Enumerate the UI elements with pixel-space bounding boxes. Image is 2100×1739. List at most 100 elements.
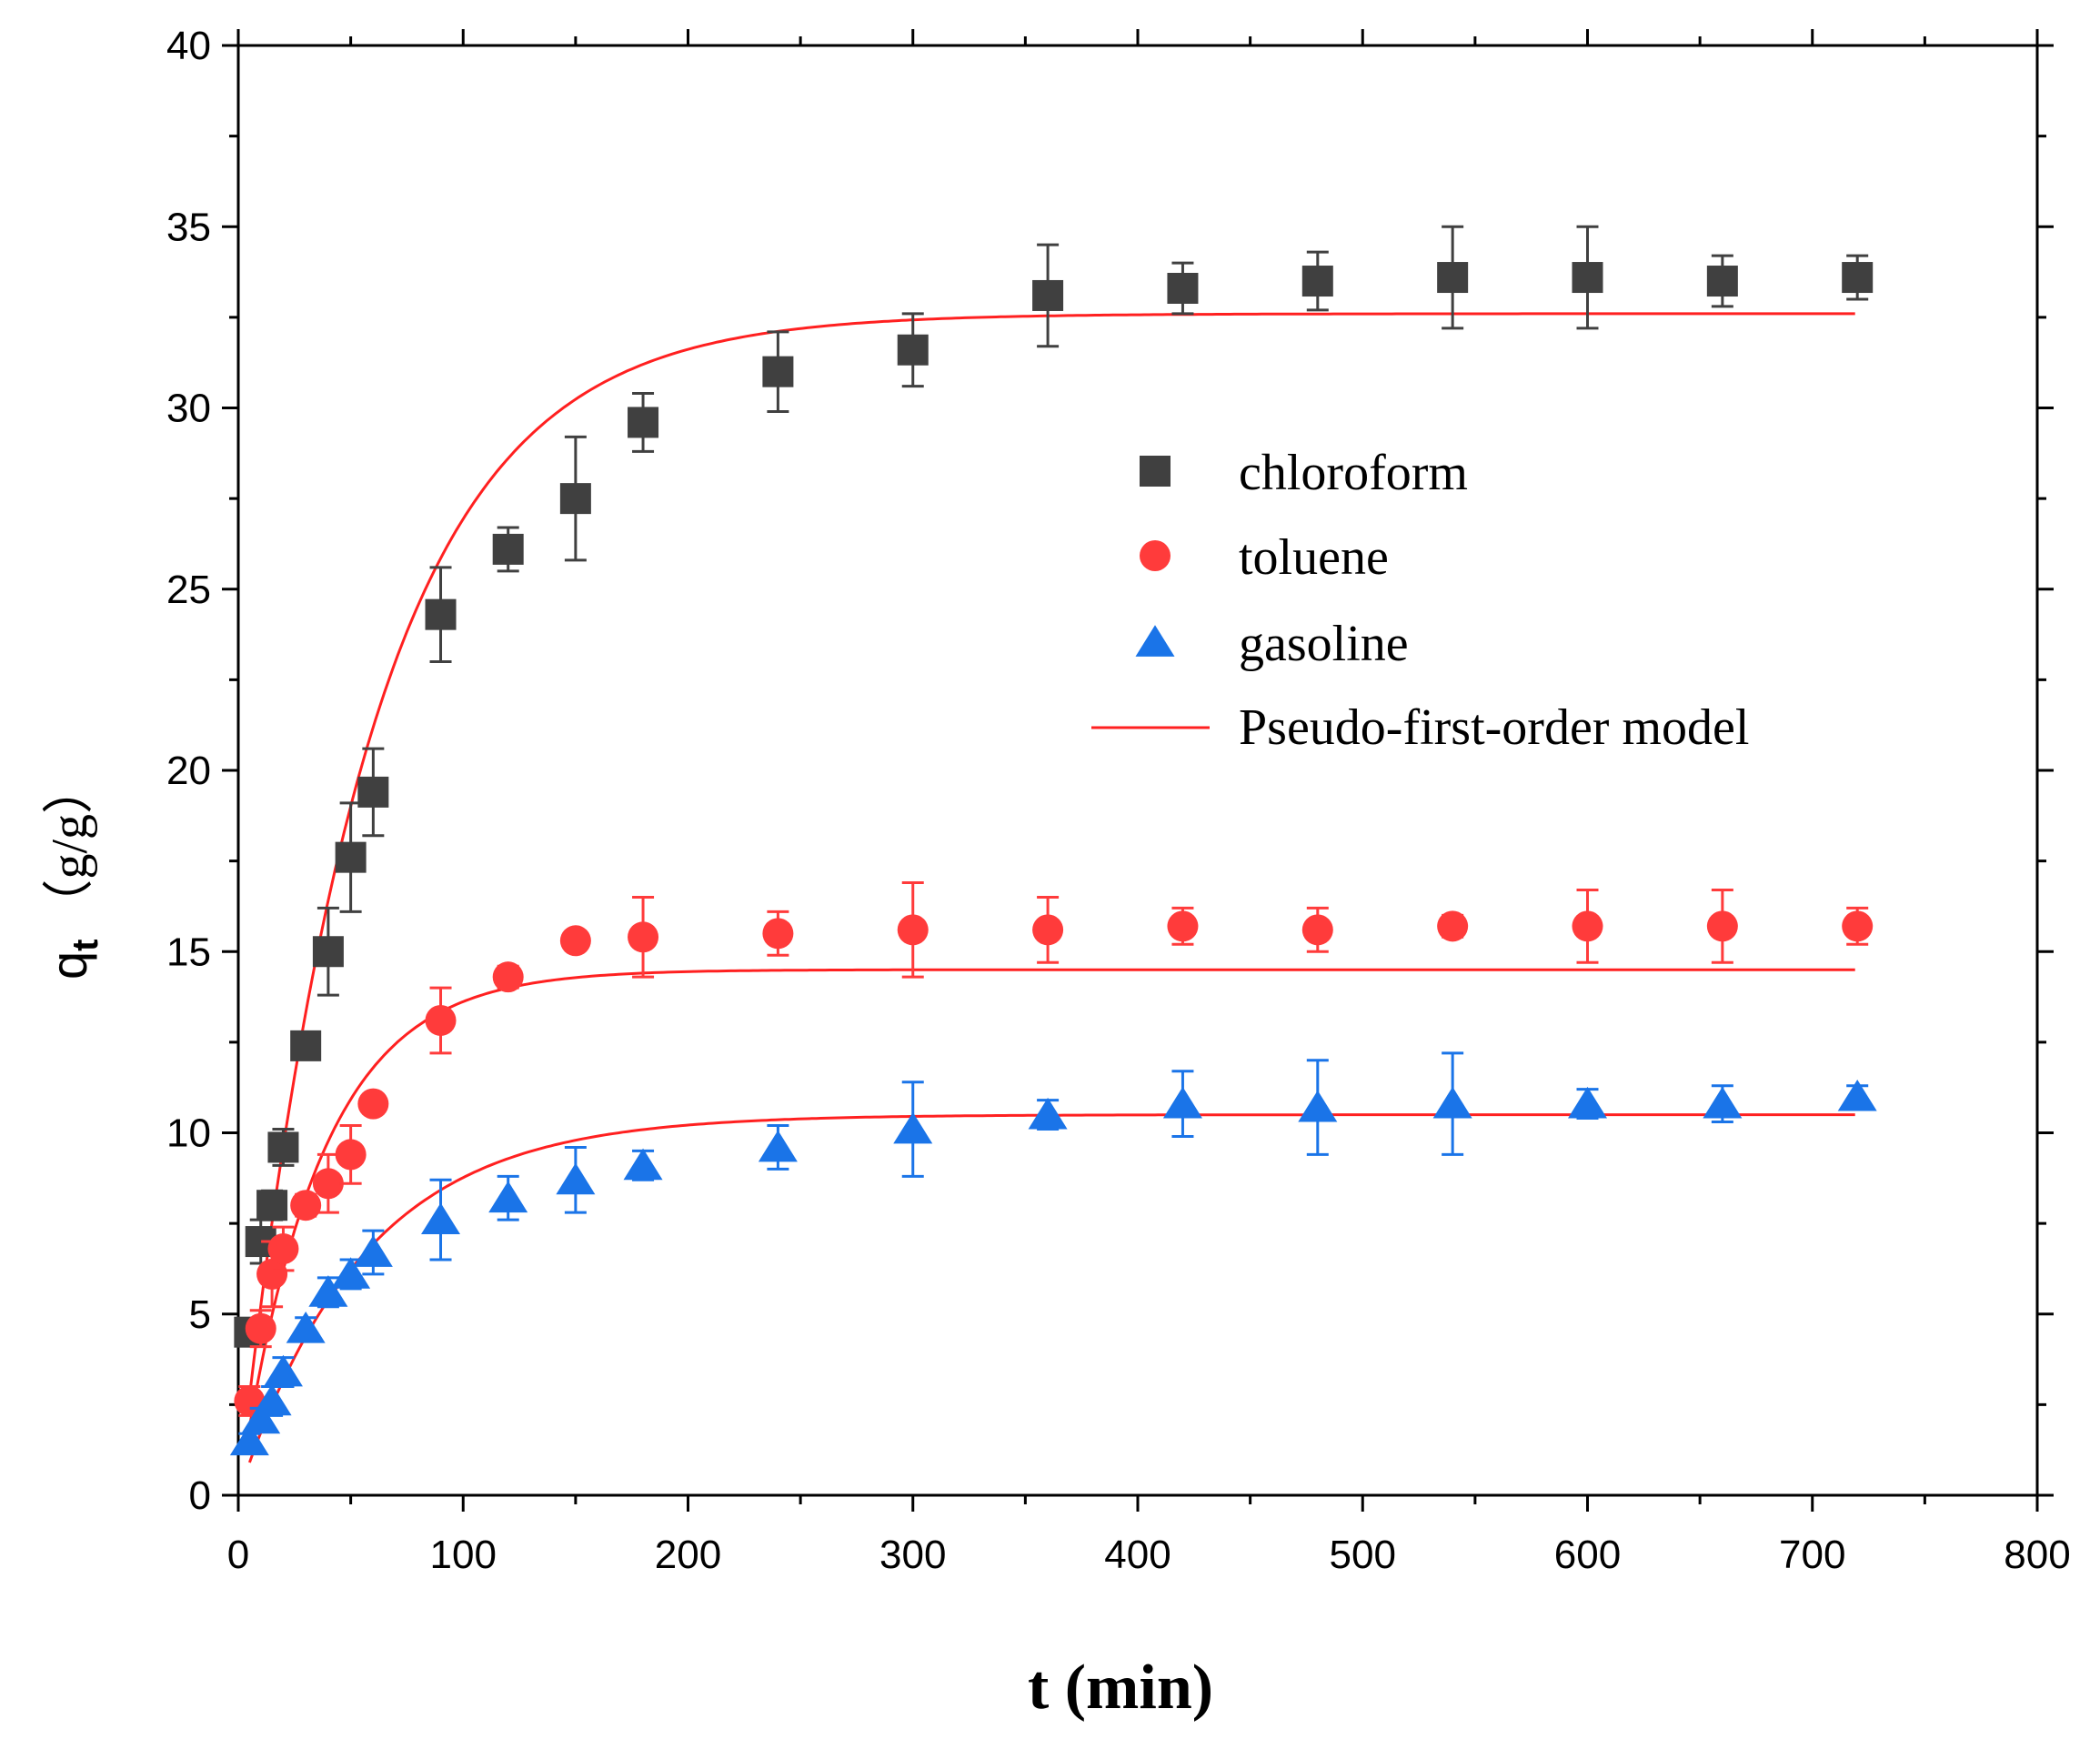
data-point-gasoline	[488, 1181, 528, 1213]
y-tick-label: 35	[166, 205, 211, 249]
data-point-toluene	[1167, 910, 1199, 942]
y-axis-ticks: 0 5 10 15 20 25 30 35 40	[166, 24, 2054, 1518]
data-point-chloroform	[492, 533, 524, 565]
y-axis-label-unit: （g/g）	[42, 763, 98, 930]
data-point-gasoline	[556, 1162, 596, 1195]
y-tick-label: 30	[166, 387, 211, 431]
data-point-chloroform	[1167, 272, 1199, 304]
legend-label-gasoline: gasoline	[1239, 616, 1409, 672]
data-point-chloroform	[312, 936, 344, 968]
data-point-chloroform	[290, 1030, 322, 1061]
data-point-toluene	[312, 1168, 344, 1200]
legend-marker-chloroform	[1140, 456, 1171, 487]
data-point-gasoline	[263, 1354, 303, 1387]
x-tick-label: 100	[430, 1533, 497, 1577]
y-tick-label: 10	[166, 1111, 211, 1156]
data-point-toluene	[1032, 914, 1064, 946]
data-point-gasoline	[241, 1402, 281, 1434]
data-point-toluene	[267, 1233, 299, 1265]
model-curves	[247, 312, 1855, 1463]
data-point-gasoline	[1298, 1090, 1338, 1122]
y-tick-label: 15	[166, 930, 211, 974]
data-point-chloroform	[559, 483, 591, 515]
data-point-toluene	[1706, 910, 1738, 942]
data-point-gasoline	[1837, 1079, 1877, 1111]
series-chloroform	[234, 225, 1874, 1348]
y-axis-label-main: q	[40, 951, 97, 980]
data-point-gasoline	[623, 1148, 663, 1181]
legend-label-chloroform: chloroform	[1239, 445, 1468, 501]
data-point-chloroform	[628, 407, 659, 438]
x-tick-label: 600	[1554, 1533, 1621, 1577]
y-tick-label: 5	[189, 1292, 211, 1337]
data-point-chloroform	[425, 598, 457, 630]
x-axis-label: t (min)	[1028, 1653, 1213, 1723]
y-tick-label: 25	[166, 568, 211, 612]
data-points	[229, 225, 1877, 1456]
data-point-toluene	[256, 1258, 288, 1290]
data-point-gasoline	[421, 1202, 461, 1235]
series-toluene	[234, 881, 1874, 1417]
data-point-toluene	[290, 1190, 322, 1221]
data-point-toluene	[492, 961, 524, 993]
legend-label-toluene: toluene	[1239, 529, 1389, 586]
plot-frame	[236, 44, 2039, 1497]
data-point-gasoline	[353, 1235, 393, 1267]
data-point-toluene	[762, 918, 794, 950]
data-point-chloroform	[1032, 279, 1064, 311]
data-point-chloroform	[762, 356, 794, 387]
data-point-gasoline	[229, 1423, 269, 1456]
data-point-gasoline	[1703, 1086, 1743, 1119]
data-point-toluene	[559, 925, 591, 957]
x-tick-label: 500	[1330, 1533, 1396, 1577]
data-point-toluene	[628, 921, 659, 953]
data-point-gasoline	[331, 1257, 371, 1289]
data-point-chloroform	[267, 1131, 299, 1163]
data-point-toluene	[425, 1004, 457, 1036]
data-point-toluene	[1437, 910, 1469, 942]
data-point-chloroform	[1572, 262, 1603, 294]
data-point-gasoline	[1432, 1086, 1472, 1119]
x-tick-label: 200	[655, 1533, 721, 1577]
x-axis-ticks: 0 100 200 300 400 500 600 700 800	[227, 29, 2071, 1577]
data-point-chloroform	[1301, 266, 1333, 297]
y-tick-label: 20	[166, 749, 211, 793]
data-point-chloroform	[335, 841, 367, 873]
svg-text:qt（g/g）: qt （g/g）	[40, 763, 106, 980]
legend-marker-toluene	[1140, 540, 1171, 571]
y-tick-label: 0	[189, 1473, 211, 1518]
data-point-toluene	[1842, 910, 1874, 942]
data-point-chloroform	[1706, 266, 1738, 297]
data-point-gasoline	[1028, 1097, 1068, 1130]
data-point-gasoline	[1162, 1086, 1202, 1119]
series-gasoline	[229, 1051, 1877, 1456]
data-point-gasoline	[252, 1383, 292, 1416]
x-tick-label: 400	[1104, 1533, 1171, 1577]
data-point-toluene	[245, 1312, 276, 1344]
x-tick-label: 800	[2004, 1533, 2070, 1577]
y-tick-label: 40	[166, 24, 211, 68]
data-point-gasoline	[308, 1275, 348, 1307]
data-point-toluene	[1572, 910, 1603, 942]
data-point-gasoline	[893, 1111, 933, 1144]
model-curve-toluene	[247, 968, 1855, 1427]
legend-label-model: Pseudo-first-order model	[1239, 699, 1749, 756]
data-point-chloroform	[1437, 262, 1469, 294]
x-tick-label: 700	[1779, 1533, 1845, 1577]
plot-border	[236, 44, 2039, 1497]
data-point-toluene	[357, 1088, 389, 1120]
legend: chloroform toluene gasoline Pseudo-first-or…	[1091, 445, 1749, 756]
x-tick-label: 0	[227, 1533, 249, 1577]
data-point-chloroform	[897, 334, 929, 366]
data-point-gasoline	[286, 1311, 326, 1343]
x-tick-label: 300	[879, 1533, 946, 1577]
data-point-gasoline	[1567, 1086, 1608, 1119]
model-curve-gasoline	[247, 1113, 1855, 1463]
y-axis-label: qt （g/g）	[40, 763, 106, 980]
data-point-gasoline	[758, 1130, 798, 1162]
data-point-chloroform	[357, 776, 389, 808]
data-point-toluene	[335, 1139, 367, 1171]
model-curve-chloroform	[247, 312, 1855, 1397]
data-point-chloroform	[256, 1190, 288, 1221]
